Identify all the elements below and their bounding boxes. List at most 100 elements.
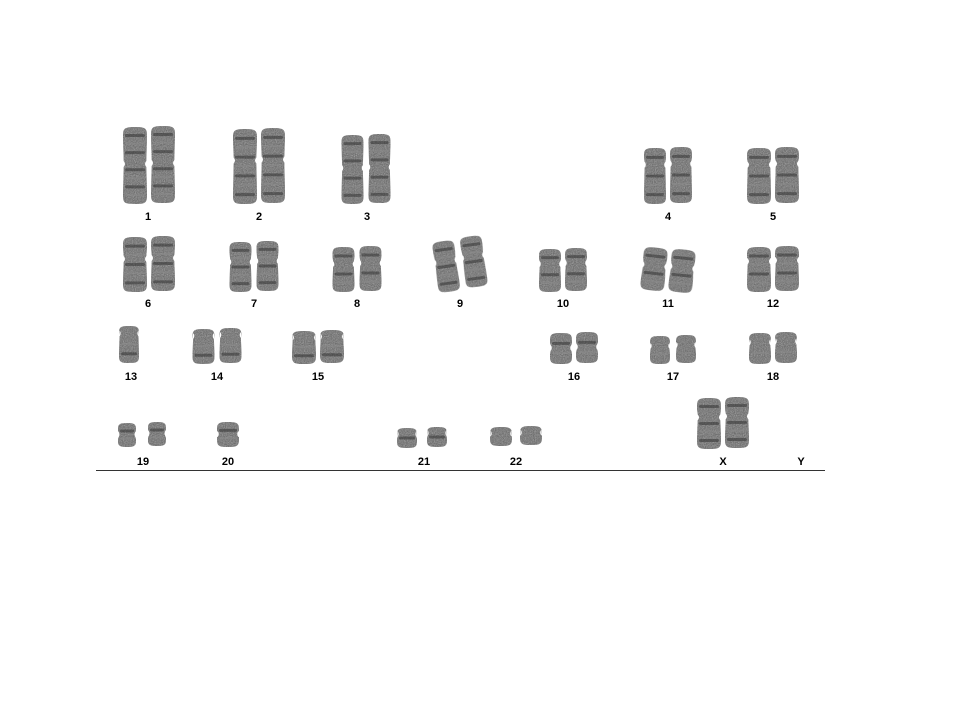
chromosome-band [552,341,570,345]
chromosome-band [235,174,255,178]
chromosome-band [231,248,250,252]
chromosome-band [121,343,137,345]
chromosome-x-b [725,397,749,448]
chromosome-band [672,182,690,185]
chromosome-band [436,255,454,260]
chromosome-band [578,351,596,354]
label-chr-7: 7 [250,298,258,310]
chromosome-14-b [219,328,242,363]
chromosome-band [235,146,255,149]
chromosome-4-b [670,147,692,203]
chromosome-band [334,272,353,276]
label-chr-10: 10 [556,298,570,310]
chromosome-22-a [490,427,512,446]
chromosome-21-a [397,428,417,448]
label-chr-14: 14 [210,371,224,383]
chromosome-3-b [368,134,391,203]
chromosome-band [439,280,458,286]
chromosome-pair-21 [397,427,447,448]
chromosome-band [235,136,255,140]
chromosome-band [749,281,769,284]
chromosome-band [541,281,559,284]
chromosome-band [646,174,664,178]
label-chr-12: 12 [766,298,780,310]
chromosome-band [153,175,173,178]
chromosome-band [370,149,389,152]
chromosome-band [361,280,380,283]
chromosome-band [462,242,481,248]
chromosome-5-b [775,147,799,203]
chromosome-band [231,265,250,269]
chromosome-band [370,141,389,145]
label-chr-6: 6 [144,298,152,310]
chromosome-16-a [550,333,572,364]
chromosome-band [153,252,173,255]
label-chr-4: 4 [664,211,672,223]
chromosome-band [334,281,353,284]
chromosome-band [125,244,145,248]
chromosome-band [219,437,237,440]
chromosome-pairs [118,126,799,449]
label-chr-11: 11 [662,298,674,310]
chromosome-5-a [747,148,771,204]
chromosome-pair-6 [123,236,175,292]
chromosome-band [361,271,380,275]
chromosome-19-a [118,423,136,447]
chromosome-band [235,193,255,197]
chromosome-band [343,176,362,180]
chromosome-band [438,272,457,277]
chromosome-band [153,243,173,247]
chromosome-band [642,279,663,284]
baseline-rule [96,470,825,471]
chromosome-band [699,422,719,425]
chromosome-band [777,351,795,354]
chromosome-pair-19 [118,422,166,447]
chromosome-pair-13 [119,326,139,363]
chromosome-band [153,192,173,195]
chromosome-band [749,263,769,266]
chromosome-band [125,168,145,172]
chromosome-band [221,344,240,346]
label-chr-15: 15 [311,371,325,383]
chromosome-pair-14 [192,328,242,364]
label-chr-8: 8 [353,298,361,310]
chromosome-band [777,271,797,275]
chromosome-band [699,430,719,433]
chromosome-band [749,254,769,258]
chromosome-10-b [565,248,587,291]
chromosome-7-b [256,241,279,291]
chromosome-band [221,352,240,356]
chromosome-band [125,272,145,275]
chromosome-band [125,281,145,285]
chromosome-band [727,429,747,432]
chromosome-9-a [432,240,460,293]
chromosome-6-a [123,237,147,292]
chromosome-band [777,173,797,177]
chromosome-pair-16 [550,332,598,364]
chromosome-17-a [650,336,670,364]
chromosome-pair-17 [650,335,696,364]
chromosome-band [258,247,277,251]
chromosome-band [153,133,173,137]
chromosome-15-a [292,331,316,364]
label-chr-19: 19 [136,456,150,468]
chromosome-band [258,264,277,268]
chromosome-8-b [359,246,382,291]
chromosome-band [263,135,283,139]
chromosome-band [567,280,585,283]
chromosome-band [673,255,694,261]
chromosome-band [727,421,747,424]
chromosome-band [343,193,362,197]
chromosome-2-b [261,128,285,203]
label-chr-9: 9 [456,298,464,310]
chromosome-band [671,272,692,278]
chromosome-x-a [697,398,721,449]
chromosome-band [343,150,362,153]
chromosome-band [125,253,145,256]
chromosome-band [263,164,283,166]
chromosome-band [294,354,314,358]
label-chr-21: 21 [417,456,431,468]
chromosome-18-a [749,333,771,364]
chromosome-band [370,192,389,196]
chromosome-band [777,262,797,265]
